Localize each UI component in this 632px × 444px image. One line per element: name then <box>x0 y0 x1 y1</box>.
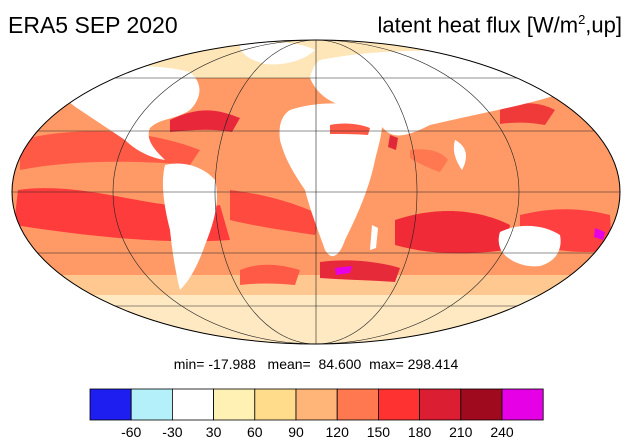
colorbar-tick-label: -30 <box>162 424 182 440</box>
colorbar-swatch <box>419 388 462 421</box>
colorbar-tick-label: 210 <box>449 424 473 440</box>
colorbar-tick-label: -60 <box>121 424 141 440</box>
graticule <box>12 40 620 344</box>
colorbar-tick-label: 90 <box>288 424 304 440</box>
variable-label-superscript: 2 <box>578 12 586 27</box>
min-label: min= <box>173 356 205 372</box>
max-value: 298.414 <box>407 356 459 372</box>
variable-label-text: latent heat flux [W/m <box>377 12 579 38</box>
map-field <box>12 40 620 344</box>
colorbar-swatch <box>295 388 338 421</box>
colorbar-tick-label: 120 <box>326 424 350 440</box>
variable-label-suffix: ,up] <box>585 12 622 38</box>
min-value: -17.988 <box>208 356 256 372</box>
statistics-line: min= -17.988 mean= 84.600 max= 298.414 <box>0 356 632 372</box>
colorbar-swatch <box>171 388 214 421</box>
max-label: max= <box>369 356 404 372</box>
colorbar-swatch <box>501 388 544 421</box>
mean-label: mean= <box>267 356 311 372</box>
colorbar-swatch <box>336 388 379 421</box>
variable-label: latent heat flux [W/m2,up] <box>378 12 622 38</box>
colorbar-swatch <box>89 388 132 421</box>
colorbar-tick-label: 240 <box>490 424 514 440</box>
colorbar-tick-label: 60 <box>247 424 263 440</box>
colorbar-swatch <box>254 388 297 421</box>
colorbar-tick-label: 150 <box>367 424 391 440</box>
colorbar-tick-label: 30 <box>206 424 222 440</box>
colorbar-swatch <box>213 388 256 421</box>
colorbar-swatch <box>377 388 420 421</box>
colorbar-swatch <box>460 388 503 421</box>
mean-value: 84.600 <box>318 356 362 372</box>
colorbar: -60 -30 30 60 90 120 150 180 210 240 <box>89 388 544 440</box>
map-title: ERA5 SEP 2020 <box>8 12 178 38</box>
colorbar-swatch <box>130 388 173 421</box>
map-outline <box>11 39 621 345</box>
colorbar-tick-label: 180 <box>408 424 432 440</box>
